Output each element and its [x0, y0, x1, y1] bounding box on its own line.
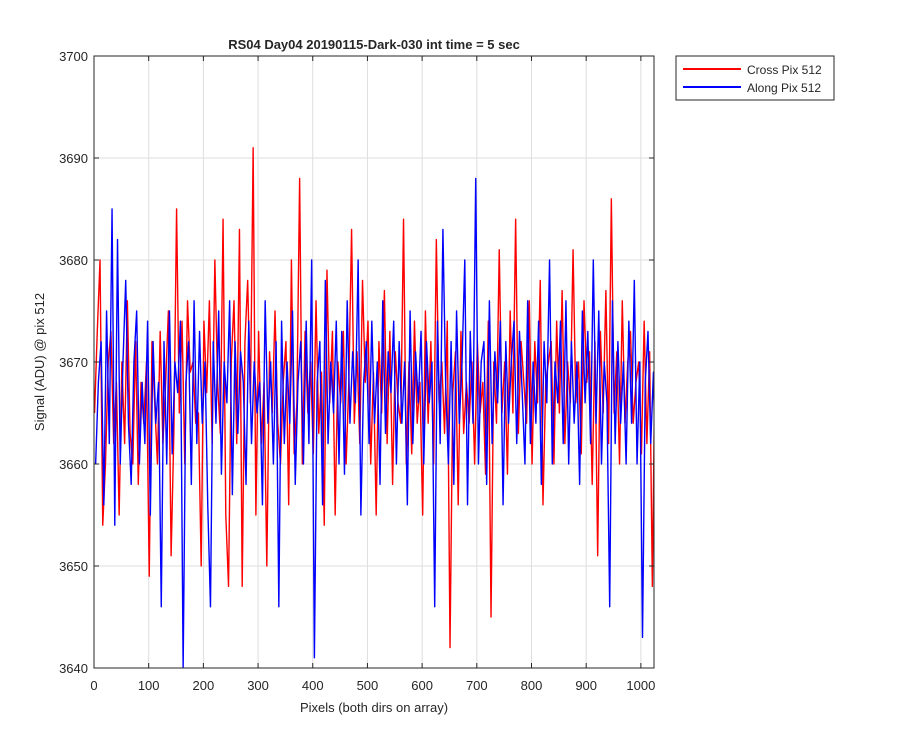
y-tick-label: 3680 [59, 253, 88, 268]
series-lines [94, 147, 654, 668]
x-tick-label: 1000 [626, 678, 655, 693]
legend-label-along: Along Pix 512 [747, 81, 821, 95]
x-tick-label: 500 [357, 678, 379, 693]
y-tick-label: 3640 [59, 661, 88, 676]
y-tick-label: 3660 [59, 457, 88, 472]
series-line-along-pix-512 [94, 177, 654, 668]
y-tick-label: 3690 [59, 151, 88, 166]
x-tick-label: 700 [466, 678, 488, 693]
x-tick-label: 800 [521, 678, 543, 693]
y-tick-label: 3650 [59, 559, 88, 574]
x-tick-label: 400 [302, 678, 324, 693]
legend: Cross Pix 512 Along Pix 512 [675, 55, 835, 101]
axis-ticks: 0 100 200 300 400 500 600 700 800 900 1000 3640 3650… [59, 49, 655, 693]
y-tick-label: 3670 [59, 355, 88, 370]
x-tick-label: 0 [90, 678, 97, 693]
x-tick-label: 100 [138, 678, 160, 693]
x-axis-label: Pixels (both dirs on array) [300, 700, 448, 715]
legend-label-cross: Cross Pix 512 [747, 63, 822, 77]
chart-title: RS04 Day04 20190115-Dark-030 int time = … [228, 37, 520, 52]
legend-box [675, 55, 835, 101]
x-tick-label: 600 [411, 678, 433, 693]
x-tick-label: 300 [247, 678, 269, 693]
x-tick-label: 200 [193, 678, 215, 693]
y-tick-label: 3700 [59, 49, 88, 64]
y-axis-label: Signal (ADU) @ pix 512 [32, 293, 47, 431]
x-tick-label: 900 [575, 678, 597, 693]
